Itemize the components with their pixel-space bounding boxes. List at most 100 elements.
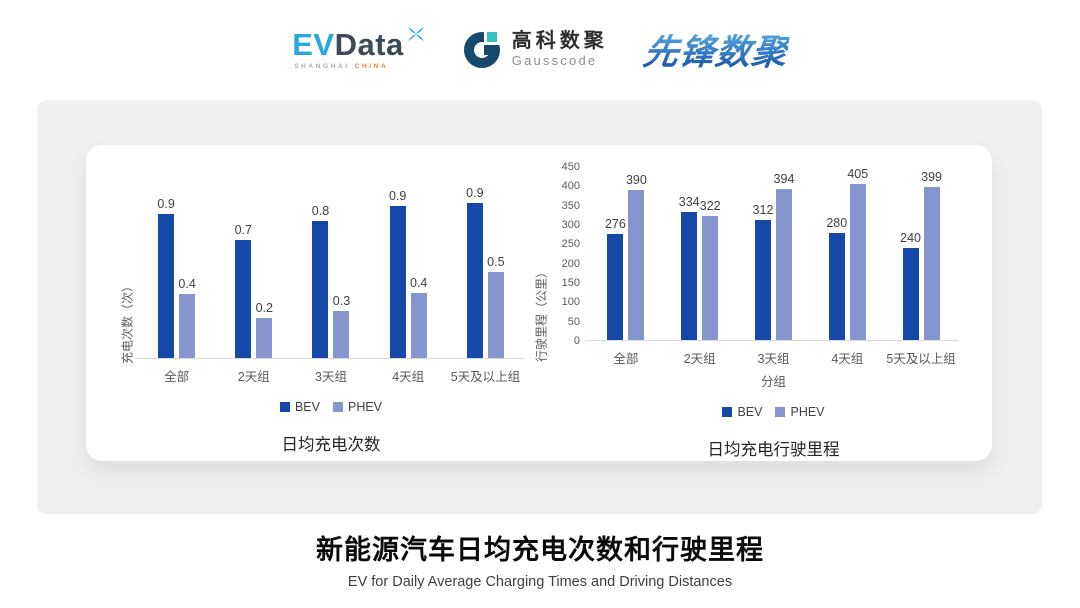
- legend-item-bev: BEV: [722, 405, 762, 419]
- legend-item-phev: PHEV: [775, 405, 825, 419]
- bar-group-5天及以上组: 0.9 0.5: [466, 186, 505, 359]
- chart-1-y-axis-title: 行驶里程（公里）: [530, 167, 552, 460]
- y-tick-label: 200: [561, 257, 580, 270]
- chart-0-y-axis-title-text: 充电次数（次）: [120, 279, 135, 365]
- chart-daily-driving-distance: 行驶里程（公里） 0 50 100 150 200 250 300 350 400 450 276…: [530, 161, 958, 461]
- chart-1-title: 日均充电行驶里程: [707, 441, 840, 459]
- bar-group-4天组: 280 405: [826, 167, 868, 341]
- bar-bev-3天组: 0.8: [312, 204, 329, 359]
- bar-value-label: 0.8: [311, 204, 330, 218]
- bar-phev-4天组: 0.4: [410, 276, 427, 359]
- bar-bev-4天组: 0.9: [389, 189, 406, 359]
- bar-group-3天组: 312 394: [753, 172, 794, 341]
- caption-subtitle: EV for Daily Average Charging Times and …: [347, 574, 733, 590]
- bar-phev-3天组: 0.3: [333, 294, 350, 359]
- bar-phev-4天组: 405: [847, 167, 868, 341]
- caption-title: 新能源汽车日均充电次数和行驶里程: [316, 535, 764, 565]
- y-tick-label: 250: [561, 238, 580, 251]
- x-category-label: 5天及以上组: [886, 352, 956, 366]
- bar-value-label: 405: [847, 167, 869, 181]
- legend-label: PHEV: [347, 400, 383, 414]
- legend-item-bev: BEV: [279, 400, 320, 414]
- bar-group-3天组: 0.8 0.3: [312, 204, 350, 359]
- y-tick-label: 450: [561, 161, 580, 173]
- x-category-label: 全部: [164, 370, 190, 384]
- gausscode-text: 高科数聚 Gausscode: [512, 30, 608, 68]
- bar-bev-全部: 276: [605, 217, 626, 341]
- x-category-label: 3天组: [757, 352, 790, 366]
- legend-label: PHEV: [790, 405, 825, 419]
- bar-value-label: 0.9: [466, 186, 484, 200]
- chart-0-plot-area: 0.9 0.4 0.7 0.2 0.8 0.3 0.9 0.4 0.9 0.5: [134, 186, 524, 359]
- x-category-label: 3天组: [315, 370, 347, 384]
- gausscode-cn-text: 高科数聚: [511, 30, 608, 52]
- bar-group-2天组: 334 322: [679, 195, 721, 341]
- evdata-logo: EV Data SHANGHAI CHINA: [292, 26, 427, 70]
- chart-1-y-axis-ticks: 0 50 100 150 200 250 300 350 400 450: [552, 161, 580, 347]
- x-category-label: 5天及以上组: [450, 370, 521, 384]
- bar-group-5天及以上组: 240 399: [900, 170, 942, 341]
- bar-bev-全部: 0.9: [157, 197, 175, 359]
- bar-phev-2天组: 0.2: [256, 301, 273, 359]
- y-tick-label: 350: [561, 199, 580, 212]
- chart-0-plot-col: 0.9 0.4 0.7 0.2 0.8 0.3 0.9 0.4 0.9 0.5 全部 2天组 3天组 4…: [134, 186, 524, 455]
- legend-label: BEV: [294, 400, 320, 414]
- chart-0-title: 日均充电次数: [281, 436, 381, 454]
- bar-phev-5天及以上组: 399: [921, 170, 942, 341]
- bar-value-label: 322: [699, 199, 721, 213]
- chart-0-x-axis-labels: 全部 2天组 3天组 4天组 5天及以上组: [138, 366, 524, 385]
- legend-item-phev: PHEV: [332, 400, 383, 414]
- chart-1-legend: BEV PHEV: [589, 405, 958, 419]
- chart-1-plot-area: 276 390 334 322 312 394 280 405 240 399: [585, 167, 958, 341]
- bar-group-全部: 276 390: [605, 173, 647, 341]
- gausscode-en-text: Gausscode: [511, 53, 598, 68]
- chart-1-x-axis-labels: 全部 2天组 3天组 4天组 5天及以上组: [589, 348, 958, 367]
- header-logo-bar: EV Data SHANGHAI CHINA 高科数聚 Gausscode: [0, 0, 1080, 98]
- bar-value-label: 240: [900, 231, 922, 245]
- xianfeng-shuju-logo: 先锋数聚: [640, 24, 791, 75]
- bar-group-全部: 0.9 0.4: [157, 197, 196, 359]
- legend-swatch-bev: [279, 402, 290, 412]
- evdata-subtitle: SHANGHAI CHINA: [294, 63, 427, 70]
- bar-value-label: 394: [773, 172, 795, 186]
- evdata-ev-text: EV: [292, 26, 335, 62]
- gausscode-logo: 高科数聚 Gausscode: [463, 29, 608, 69]
- bar-value-label: 0.3: [332, 294, 351, 308]
- bar-phev-5天及以上组: 0.5: [487, 255, 505, 359]
- bar-value-label: 334: [678, 195, 700, 209]
- x-category-label: 4天组: [831, 352, 864, 366]
- bar-value-label: 0.2: [255, 301, 273, 315]
- y-tick-label: 50: [567, 315, 580, 328]
- evdata-wordmark: EV Data: [292, 26, 427, 62]
- bar-value-label: 0.9: [157, 197, 175, 211]
- y-tick-label: 300: [561, 219, 580, 231]
- legend-swatch-phev: [775, 407, 786, 417]
- bar-group-4天组: 0.9 0.4: [389, 189, 427, 359]
- chart-0-legend: BEV PHEV: [138, 400, 524, 414]
- bar-value-label: 0.9: [388, 189, 407, 203]
- evdata-data-text: Data: [334, 26, 404, 62]
- legend-swatch-phev: [332, 402, 343, 412]
- y-tick-label: 100: [561, 296, 580, 309]
- bar-value-label: 0.7: [234, 223, 252, 237]
- bar-group-2天组: 0.7 0.2: [235, 223, 273, 359]
- legend-label: BEV: [737, 405, 763, 419]
- bar-phev-2天组: 322: [700, 199, 721, 341]
- chart-1-main: 行驶里程（公里） 0 50 100 150 200 250 300 350 400 450 276…: [530, 161, 958, 460]
- bar-value-label: 0.4: [409, 276, 428, 290]
- bar-bev-5天及以上组: 240: [900, 231, 921, 341]
- bar-value-label: 276: [604, 217, 626, 231]
- bar-value-label: 0.5: [487, 255, 505, 269]
- chart-1-x-axis-title: 分组: [760, 375, 786, 389]
- chart-1-plot-col: 276 390 334 322 312 394 280 405 240 399 全部 2天组 3天组 4…: [585, 167, 958, 460]
- sparkle-icon: [407, 26, 424, 41]
- bar-value-label: 390: [625, 173, 647, 187]
- bar-phev-3天组: 394: [774, 172, 794, 341]
- bar-phev-全部: 390: [626, 173, 647, 341]
- y-tick-label: 400: [561, 180, 580, 193]
- bar-value-label: 399: [921, 170, 943, 184]
- chart-0-y-axis-title: 充电次数（次）: [116, 189, 138, 455]
- x-category-label: 全部: [613, 352, 639, 366]
- evdata-shanghai-text: SHANGHAI: [294, 62, 350, 70]
- bar-bev-5天及以上组: 0.9: [466, 186, 484, 359]
